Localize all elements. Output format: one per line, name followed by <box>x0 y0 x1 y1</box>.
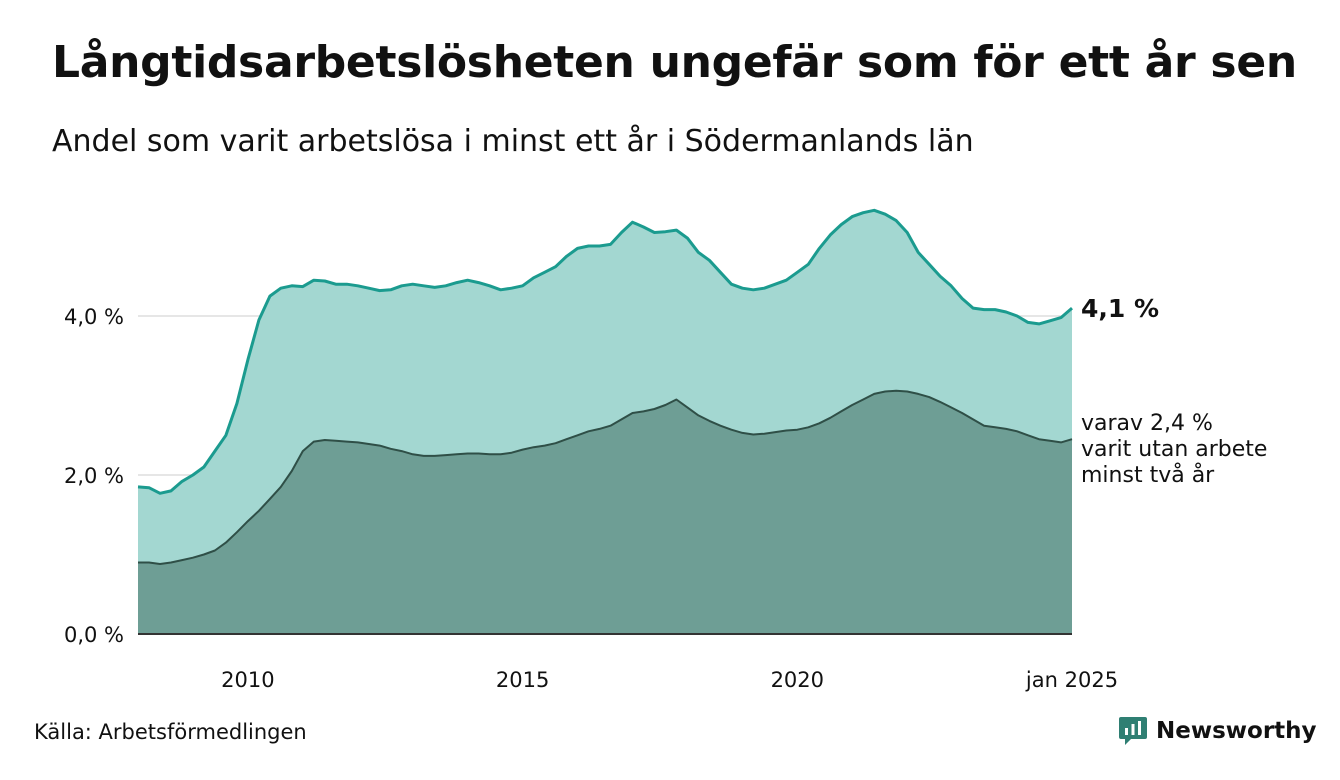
sub-value-line-1: varav 2,4 % <box>1081 411 1213 436</box>
x-tick-label-0: 2010 <box>221 668 274 692</box>
axis-layer: 0,0 % 2,0 % 4,0 % 2010 2015 2020 jan 2025 <box>64 305 1118 692</box>
newsworthy-logo: Newsworthy <box>1118 714 1317 748</box>
sub-value-line-3: minst två år <box>1081 462 1215 488</box>
x-tick-label-2: 2020 <box>771 668 824 692</box>
x-tick-label-1: 2015 <box>496 668 549 692</box>
area-layer <box>137 208 1073 635</box>
chart-title: Långtidsarbetslösheten ungefär som för e… <box>52 37 1297 88</box>
source-note: Källa: Arbetsförmedlingen <box>34 720 307 744</box>
y-tick-label-2: 4,0 % <box>64 305 124 329</box>
series-1-line <box>137 208 1073 495</box>
y-tick-label-1: 2,0 % <box>64 464 124 488</box>
last-value-label: 4,1 % <box>1081 294 1159 323</box>
newsworthy-logo-icon <box>1119 717 1147 745</box>
series-2-area <box>138 390 1072 634</box>
logo-text: Newsworthy <box>1156 718 1317 744</box>
x-tick-label-3: jan 2025 <box>1025 668 1118 692</box>
y-tick-label-0: 0,0 % <box>64 623 124 647</box>
chart-subtitle: Andel som varit arbetslösa i minst ett å… <box>52 124 974 159</box>
series-2-line <box>138 389 1073 565</box>
sub-value-line-2: varit utan arbete <box>1081 437 1267 462</box>
